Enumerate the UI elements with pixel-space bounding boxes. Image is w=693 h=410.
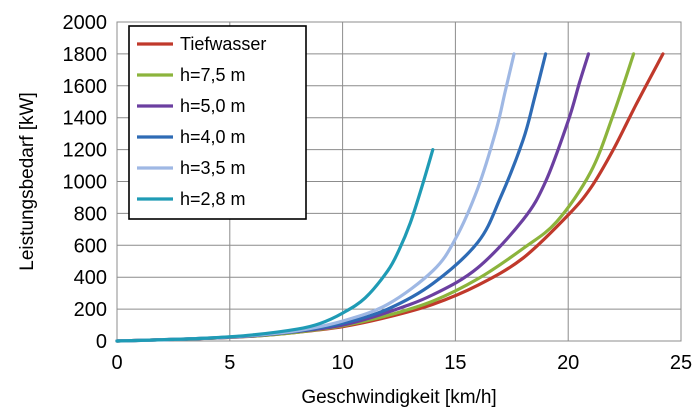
x-tick-label: 5 xyxy=(224,352,235,374)
y-tick-label: 800 xyxy=(74,203,107,225)
legend-label: h=2,8 m xyxy=(180,189,246,209)
plot-area-frame xyxy=(116,21,682,342)
tick-labels: 0 200 400 600 800 1000 1200 1400 1600 1800 2000 0 5 1… xyxy=(63,12,693,374)
legend: Tiefwasser h=7,5 m h=5,0 m h=4,0 m h=3,5 m h=… xyxy=(128,25,307,220)
x-tick-label: 10 xyxy=(331,352,353,374)
y-tick-label: 600 xyxy=(74,235,107,257)
legend-label: Tiefwasser xyxy=(180,34,266,54)
x-axis-title: Geschwindigkeit [km/h] xyxy=(301,387,496,408)
y-tick-label: 1600 xyxy=(63,76,108,98)
y-tick-label: 1400 xyxy=(63,108,108,130)
legend-box xyxy=(128,25,307,220)
y-tick-label: 400 xyxy=(74,267,107,289)
y-tick-label: 1800 xyxy=(63,44,108,66)
legend-label: h=3,5 m xyxy=(180,158,246,178)
x-tick-label: 0 xyxy=(111,352,122,374)
y-tick-label: 1000 xyxy=(63,172,108,194)
x-tick-label: 20 xyxy=(557,352,579,374)
x-tick-label: 25 xyxy=(670,352,692,374)
y-tick-label: 1200 xyxy=(63,140,108,162)
y-tick-label: 200 xyxy=(74,299,107,321)
series-lines xyxy=(115,52,665,343)
legend-label: h=5,0 m xyxy=(180,96,246,116)
y-axis-title: Leistungsbedarf [kW] xyxy=(17,92,38,270)
legend-items: Tiefwasser h=7,5 m h=5,0 m h=4,0 m h=3,5 m h=… xyxy=(137,34,266,209)
legend-label: h=7,5 m xyxy=(180,65,246,85)
series-line-5 xyxy=(115,148,435,343)
legend-label: h=4,0 m xyxy=(180,127,246,147)
y-tick-label: 2000 xyxy=(63,12,108,34)
x-tick-label: 15 xyxy=(444,352,466,374)
y-tick-label: 0 xyxy=(96,331,107,353)
